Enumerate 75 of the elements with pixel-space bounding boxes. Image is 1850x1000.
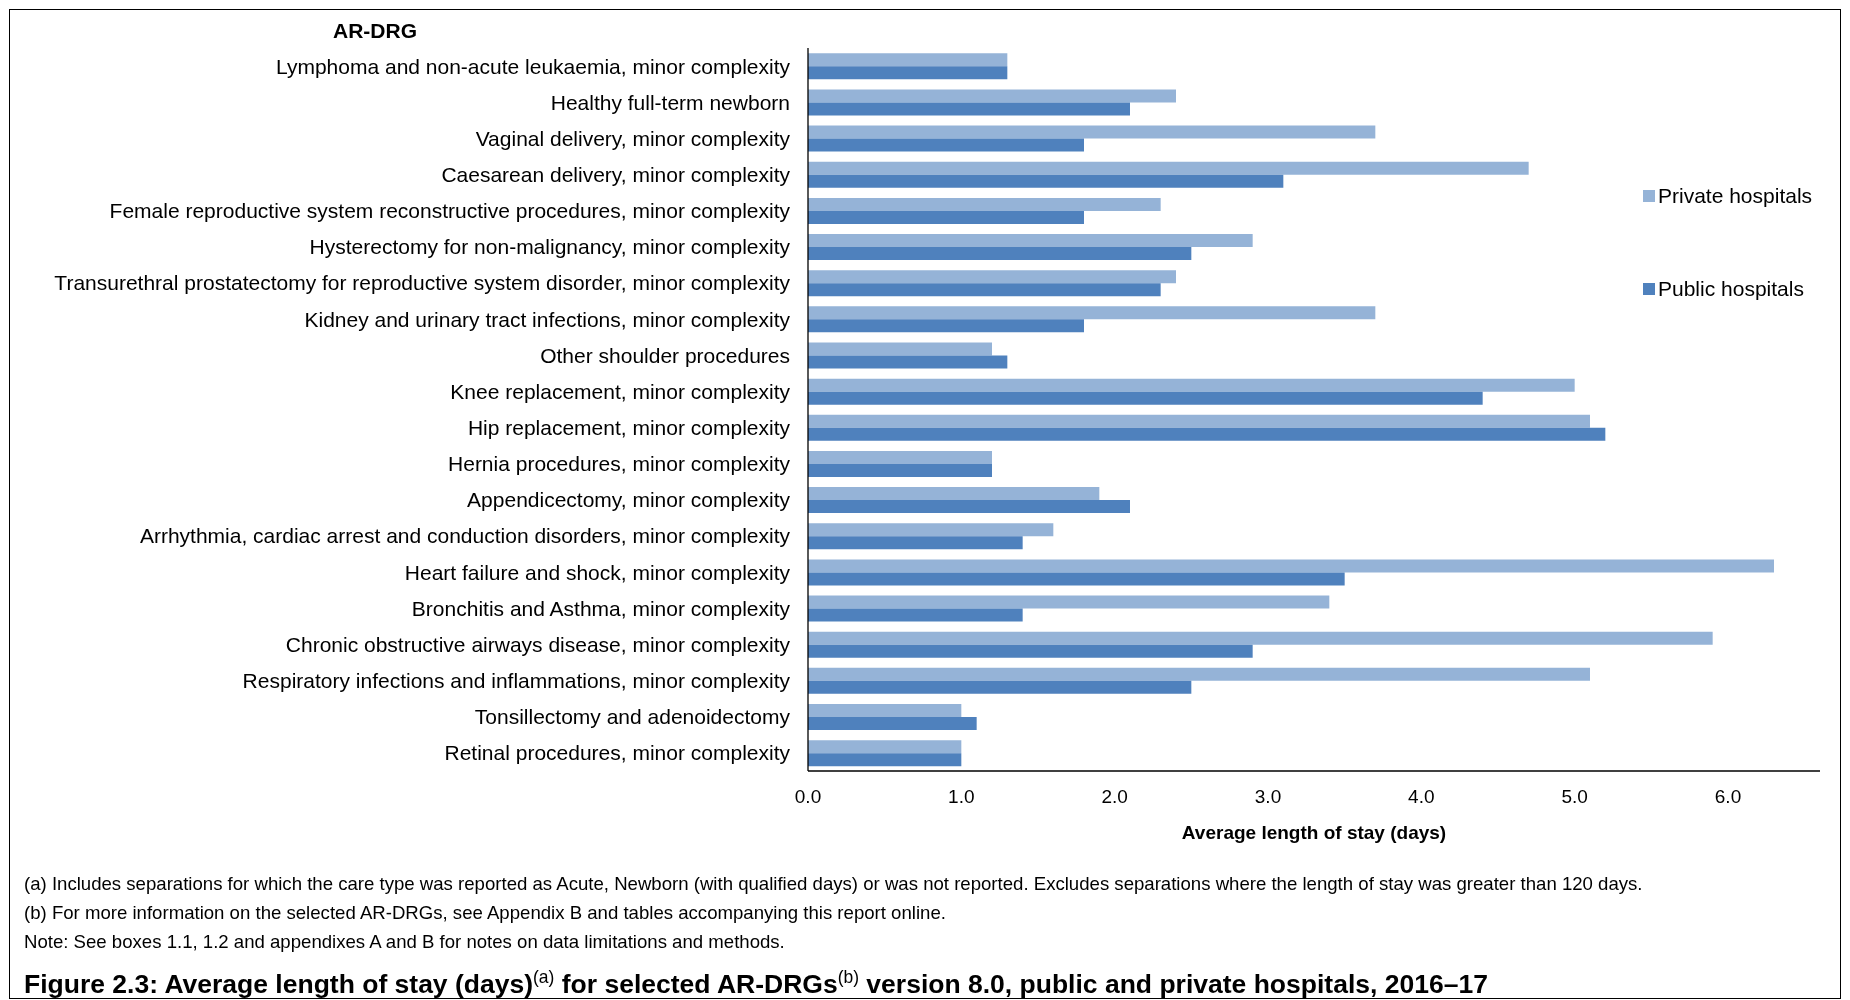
x-tick-label: 6.0: [1714, 786, 1742, 808]
bar: [808, 667, 1590, 681]
bar: [808, 680, 1192, 694]
bar: [808, 283, 1161, 297]
y-tick-label: Retinal procedures, minor complexity: [444, 741, 791, 765]
y-tick-label: Heart failure and shock, minor complexity: [404, 560, 791, 584]
bar: [808, 523, 1054, 537]
bar: [808, 319, 1084, 333]
bar: [808, 197, 1161, 211]
bar: [808, 102, 1130, 116]
legend-label: Public hospitals: [1658, 276, 1804, 301]
text: (b) For more information on the selected AR-DRGs, see Appendix B and tables accompanying this report online.: [24, 902, 946, 923]
bar: [808, 391, 1483, 405]
text: (a) Includes separations for which the care type was reported as Acute, Newborn (with qualified days) or was not reported. Excludes separations where the length of stay was greater than 120 days.: [24, 873, 1643, 894]
bar: [808, 247, 1192, 261]
y-tick-label: Transurethral prostatectomy for reproductive system disorder, minor complexity: [54, 271, 791, 295]
bar: [808, 355, 1008, 369]
bar: [808, 572, 1345, 586]
y-tick-label: Lymphoma and non-acute leukaemia, minor complexity: [276, 54, 791, 78]
bar: [808, 644, 1253, 658]
y-tick-label: Bronchitis and Asthma, minor complexity: [411, 596, 791, 620]
bar: [808, 53, 1008, 67]
bar: [808, 174, 1284, 188]
bar: [808, 740, 962, 754]
y-tick-label: Hysterectomy for non-malignancy, minor complexity: [309, 235, 791, 259]
y-tick-label: Respiratory infections and inflammations, minor complexity: [242, 669, 791, 693]
y-tick-label: Kidney and urinary tract infections, minor complexity: [304, 307, 791, 331]
y-tick-label: Healthy full-term newborn: [550, 90, 790, 114]
text: Figure 2.3: Average length of stay (days)$^{(a)}$ for selected AR-DRGs$^{(b)}$ version 8.0, public and private hospitals, 2016–17: [24, 967, 1488, 999]
x-tick-label: 1.0: [948, 786, 975, 808]
y-tick-label: Chronic obstructive airways disease, minor complexity: [285, 632, 791, 656]
bar: [808, 608, 1023, 622]
y-tick-label: Vaginal delivery, minor complexity: [475, 126, 791, 150]
x-tick-label: 3.0: [1254, 786, 1282, 808]
y-axis-title: AR-DRG: [333, 18, 417, 42]
bar: [808, 427, 1606, 441]
bar: [808, 463, 992, 477]
bar: [808, 378, 1575, 392]
bar: [808, 716, 977, 730]
x-tick-label: 0.0: [794, 786, 822, 808]
y-tick-label: Arrhythmia, cardiac arrest and conduction disorders, minor complexity: [139, 524, 791, 548]
y-tick-label: Other shoulder procedures: [540, 343, 790, 367]
y-tick-label: Tonsillectomy and adenoidectomy: [474, 705, 791, 729]
x-tick-label: 4.0: [1408, 786, 1435, 808]
text: Note: See boxes 1.1, 1.2 and appendixes A and B for notes on data limitations and methods.: [24, 931, 785, 952]
bar: [808, 631, 1713, 645]
y-tick-label: Appendicectomy, minor complexity: [467, 488, 791, 512]
bar: [808, 595, 1330, 609]
bar: [808, 342, 992, 356]
bar: [808, 306, 1376, 320]
bar: [808, 270, 1176, 284]
bar: [808, 234, 1253, 248]
bar: [808, 703, 962, 717]
y-tick-label: Knee replacement, minor complexity: [450, 379, 791, 403]
bar: [808, 66, 1008, 80]
y-tick-label: Hernia procedures, minor complexity: [448, 452, 791, 476]
bar: [808, 210, 1084, 224]
x-tick-label: 2.0: [1101, 786, 1128, 808]
bar: [808, 450, 992, 464]
bar: [808, 138, 1084, 152]
bar: [808, 753, 962, 767]
bar: [808, 487, 1100, 501]
bar: [808, 500, 1130, 514]
bar: [808, 89, 1176, 103]
bar: [808, 161, 1529, 175]
x-tick-label: 5.0: [1561, 786, 1588, 808]
bar: [808, 559, 1774, 573]
bar: [808, 125, 1376, 139]
bar: [808, 414, 1590, 428]
y-tick-label: Caesarean delivery, minor complexity: [441, 162, 791, 186]
y-tick-label: Female reproductive system reconstructive procedures, minor complexity: [109, 199, 791, 223]
legend-label: Private hospitals: [1658, 183, 1813, 208]
x-axis-title: Average length of stay (days): [1181, 821, 1447, 843]
bar: [808, 536, 1023, 550]
y-tick-label: Hip replacement, minor complexity: [467, 416, 791, 440]
